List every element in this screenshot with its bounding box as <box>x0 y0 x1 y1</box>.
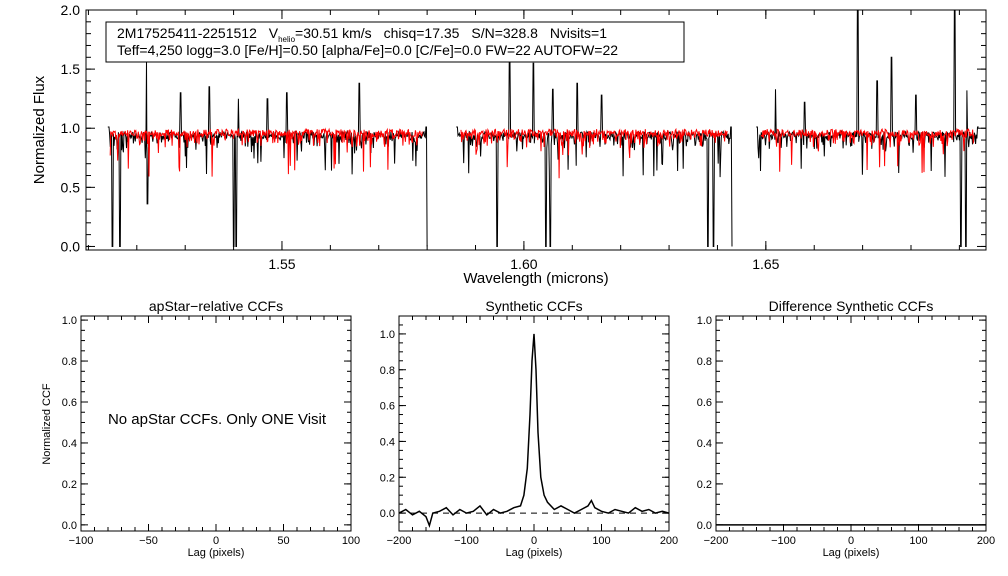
synthetic-ccf-x-axis-label: Lag (pixels) <box>506 547 563 559</box>
observed-spectrum-line <box>756 10 979 247</box>
difference-ccf-ticks <box>715 316 987 531</box>
spectrum-plot-frame <box>85 9 987 251</box>
model-spectrum-line <box>760 127 975 173</box>
info-nvisits: Nvisits=1 <box>550 25 607 41</box>
synthetic-ccf-lines <box>398 333 670 529</box>
difference-ccf-x-tick-labels: −200 −100 0 100 200 <box>704 535 996 547</box>
y-tick-label: 1.0 <box>61 120 81 136</box>
x-tick-label: 1.55 <box>268 256 295 272</box>
synthetic-ccf-title: Synthetic CCFs <box>485 298 582 314</box>
x-tick-label: 200 <box>660 535 678 547</box>
observed-spectrum-line <box>107 60 428 247</box>
y-tick-label: 0.0 <box>62 520 77 532</box>
x-tick-label: 0 <box>531 535 537 547</box>
x-tick-label: 1.65 <box>752 256 779 272</box>
y-tick-label: 0.2 <box>697 479 712 491</box>
apstar-ccf-ticks <box>80 316 352 531</box>
apstar-ccf-title: apStar−relative CCFs <box>149 298 283 314</box>
y-tick-label: 0.6 <box>62 397 77 409</box>
apstar-ccf-panel: apStar−relative CCFs −100 −50 0 50 100 0.00.… <box>41 298 360 559</box>
difference-ccf-frame <box>715 315 987 532</box>
x-tick-label: 0 <box>848 535 854 547</box>
y-tick-label: 1.0 <box>380 329 395 341</box>
y-tick-label: 1.0 <box>62 315 77 327</box>
info-vhelio-v: V <box>269 25 279 41</box>
y-tick-label: 0.5 <box>61 179 81 195</box>
difference-ccf-x-axis-label: Lag (pixels) <box>823 547 880 559</box>
x-tick-label: 1.60 <box>510 256 537 272</box>
x-tick-label: 200 <box>977 535 995 547</box>
info-vhelio-sub: helio <box>278 35 295 44</box>
spectrum-y-axis-label: Normalized Flux <box>31 75 48 184</box>
y-tick-label: 0.8 <box>380 365 395 377</box>
synthetic-ccf-y-tick-labels: 0.0 0.2 0.4 0.6 0.8 1.0 <box>380 329 395 520</box>
info-line-2: Teff=4,250 logg=3.0 [Fe/H]=0.50 [alpha/F… <box>117 42 618 58</box>
spectrum-series-group <box>107 10 979 247</box>
y-tick-label: 0.0 <box>380 508 395 520</box>
synthetic-ccf-x-tick-labels: −200 −100 0 100 200 <box>387 535 679 547</box>
x-tick-label: −100 <box>771 535 796 547</box>
y-tick-label: 0.6 <box>697 397 712 409</box>
info-box <box>105 21 685 63</box>
y-tick-label: 0.6 <box>380 401 395 413</box>
x-tick-label: −50 <box>139 535 158 547</box>
y-tick-label: 1.5 <box>61 61 81 77</box>
x-tick-label: 50 <box>277 535 289 547</box>
difference-ccf-panel: Difference Synthetic CCFs −200 −100 0 100 20… <box>697 298 995 559</box>
x-tick-label: −200 <box>387 535 412 547</box>
spectrum-y-tick-labels: 0.0 0.5 1.0 1.5 2.0 <box>61 2 81 254</box>
y-tick-label: 0.8 <box>697 356 712 368</box>
difference-ccf-y-tick-labels: 0.0 0.2 0.4 0.6 0.8 1.0 <box>697 315 712 532</box>
apstar-ccf-y-tick-labels: 0.0 0.2 0.4 0.6 0.8 1.0 <box>62 315 77 532</box>
x-tick-label: −100 <box>69 535 94 547</box>
spectrum-lines <box>107 10 979 247</box>
y-tick-label: 0.0 <box>697 520 712 532</box>
x-tick-label: 100 <box>909 535 927 547</box>
model-spectrum-line <box>109 127 423 177</box>
info-star-id: 2M17525411-2251512 <box>117 25 257 41</box>
ccf-line <box>398 333 670 529</box>
y-tick-label: 0.4 <box>697 438 712 450</box>
info-vhelio-value: =30.51 km/s <box>295 25 372 41</box>
y-tick-label: 2.0 <box>61 2 81 18</box>
y-tick-label: 0.2 <box>380 472 395 484</box>
apstar-ccf-y-axis-label: Normalized CCF <box>41 383 53 465</box>
y-tick-label: 0.8 <box>62 356 77 368</box>
apstar-ccf-x-axis-label: Lag (pixels) <box>188 547 245 559</box>
spectrum-panel: 1.55 1.60 1.65 0.0 0.5 1.0 1.5 2.0 Wavelength … <box>31 2 987 287</box>
x-tick-label: −200 <box>704 535 729 547</box>
y-tick-label: 1.0 <box>697 315 712 327</box>
y-tick-label: 0.2 <box>62 479 77 491</box>
info-chisq: chisq=17.35 <box>384 25 460 41</box>
model-spectrum-line <box>460 127 728 179</box>
spectrum-x-axis-label: Wavelength (microns) <box>463 270 608 287</box>
info-line-1: 2M17525411-2251512 Vhelio=30.51 km/s chi… <box>117 25 607 44</box>
x-tick-label: −100 <box>454 535 479 547</box>
info-snr: S/N=328.8 <box>471 25 538 41</box>
y-tick-label: 0.4 <box>62 438 77 450</box>
spectrum-ticks <box>86 9 986 250</box>
apstar-ccf-note: No apStar CCFs. Only ONE Visit <box>108 411 327 428</box>
y-tick-label: 0.0 <box>61 238 81 254</box>
difference-ccf-title: Difference Synthetic CCFs <box>769 298 934 314</box>
synthetic-ccf-frame <box>398 315 670 532</box>
x-tick-label: 100 <box>592 535 610 547</box>
y-tick-label: 0.4 <box>380 436 395 448</box>
synthetic-ccf-ticks <box>398 315 670 532</box>
synthetic-ccf-panel: Synthetic CCFs −200 −100 0 100 200 0.0 0.2 0.4… <box>380 298 678 559</box>
observed-spectrum-line <box>456 50 733 247</box>
spectrum-x-tick-labels: 1.55 1.60 1.65 <box>268 256 779 272</box>
apstar-ccf-x-tick-labels: −100 −50 0 50 100 <box>69 535 361 547</box>
x-tick-label: 0 <box>213 535 219 547</box>
x-tick-label: 100 <box>342 535 360 547</box>
